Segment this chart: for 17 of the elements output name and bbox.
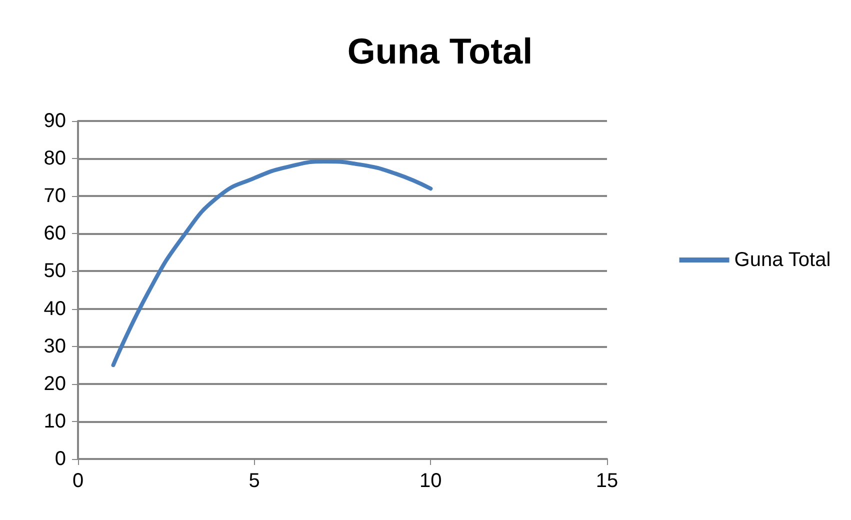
y-tick-label: 70 bbox=[44, 185, 66, 208]
y-tick-label: 60 bbox=[44, 222, 66, 245]
y-tick-label: 30 bbox=[44, 335, 66, 358]
x-tick-label: 0 bbox=[72, 470, 84, 492]
legend-label: Guna Total bbox=[734, 249, 831, 271]
y-tick-label: 20 bbox=[44, 372, 66, 395]
y-tick-label: 80 bbox=[44, 148, 66, 170]
x-tick-label: 10 bbox=[420, 470, 442, 492]
line-series bbox=[111, 160, 433, 368]
y-tick-label: 10 bbox=[44, 410, 66, 432]
chart-title: Guna Total bbox=[347, 30, 533, 72]
x-tick-label: 5 bbox=[248, 470, 260, 492]
y-tick-label: 40 bbox=[44, 298, 66, 320]
y-tick-label: 50 bbox=[44, 260, 66, 282]
y-tick-label: 90 bbox=[44, 110, 66, 132]
x-tick-label: 15 bbox=[596, 470, 618, 492]
y-tick-label: 0 bbox=[54, 448, 66, 470]
